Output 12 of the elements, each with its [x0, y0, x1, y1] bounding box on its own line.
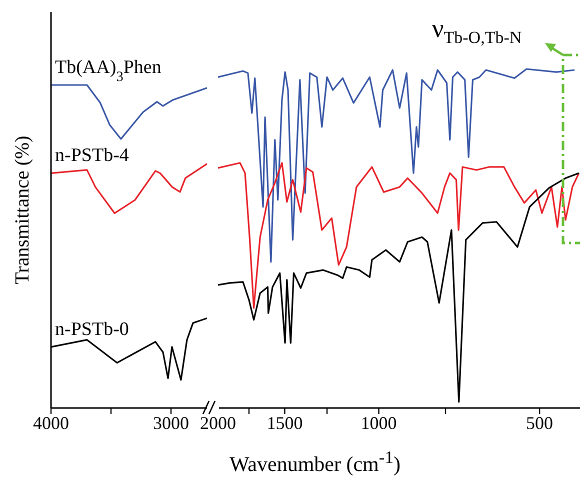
series-label: Tb(AA)$_{3}$Phen	[55, 57, 162, 85]
text: ν$_{Tb-O,Tb-N}$	[432, 14, 522, 50]
x-tick-label: 1000	[360, 412, 397, 433]
y-axis-title: Transmittance (%)	[12, 136, 34, 284]
x-tick-label: 1500	[266, 412, 303, 433]
x-axis-title: Wavenumber (cm$^{-1}$)	[230, 447, 400, 477]
x-tick-label: 2000	[200, 412, 236, 433]
x-tick-label: 4000	[33, 412, 69, 433]
x-tick-label: 3000	[153, 412, 189, 433]
series-label: n-PSTb-0	[55, 318, 129, 340]
x-tick-label: 500	[526, 412, 554, 433]
series-label: n-PSTb-4	[55, 145, 130, 166]
